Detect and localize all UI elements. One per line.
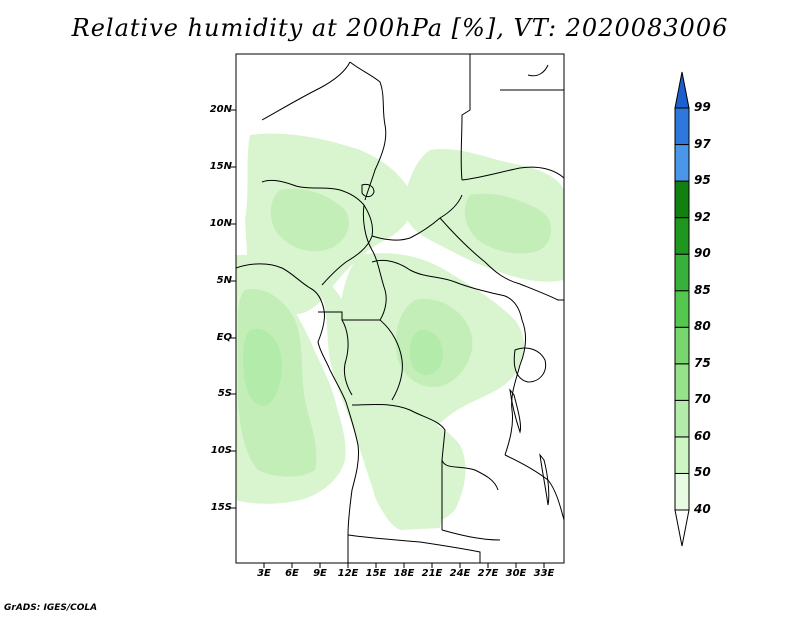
lake-victoria: [513, 347, 547, 383]
border-libya-sudan: [460, 54, 471, 181]
colorbar-segment: [674, 107, 690, 146]
colorbar-level-label: 80: [694, 319, 711, 334]
border-ethiopia: [461, 166, 564, 181]
humidity-region-wet-core-2: [409, 329, 444, 376]
border-car-drc: [371, 259, 523, 321]
lat-label-15n: 15N: [209, 161, 232, 172]
coastline-west: [236, 263, 359, 563]
map-title: Relative humidity at 200hPa [%], VT: 202…: [71, 14, 729, 42]
border-angola-zambia: [441, 460, 501, 541]
lon-label-12e: 12E: [337, 568, 359, 579]
colorbar-segment: [674, 326, 690, 365]
colorbar-level-label: 85: [694, 282, 711, 297]
lon-label-24e: 24E: [449, 568, 471, 579]
humidity-region-moist-north: [270, 188, 349, 252]
colorbar-level-label: 50: [694, 465, 711, 480]
colorbar: [674, 71, 690, 547]
colorbar-segment: [674, 253, 690, 292]
colorbar-level-label: 75: [694, 355, 711, 370]
border-south: [347, 534, 481, 563]
colorbar-segment: [674, 217, 690, 255]
colorbar-segment: [674, 436, 690, 474]
country-borders: [236, 54, 564, 563]
humidity-region-moist-east: [464, 193, 552, 254]
lon-label-9e: 9E: [313, 568, 327, 579]
border-niger-chad: [261, 61, 387, 201]
humidity-region-wet-core: [243, 328, 282, 406]
colorbar-level-label: 40: [694, 502, 711, 516]
colorbar-segment: [674, 399, 690, 438]
border-zambia-malawi: [504, 454, 564, 521]
humidity-region-south: [371, 418, 466, 527]
border-cameroon: [318, 204, 387, 321]
border-congo-gabon: [341, 319, 403, 401]
lon-ticks: [263, 563, 545, 568]
colorbar-segment: [674, 180, 690, 219]
lat-label-20n: 20N: [209, 104, 232, 115]
lon-label-3e: 3E: [257, 568, 271, 579]
colorbar-lower-arrow: [674, 509, 690, 547]
colorbar-level-label: 92: [694, 209, 711, 224]
colorbar-segment: [674, 144, 690, 182]
lon-label-6e: 6E: [285, 568, 299, 579]
humidity-field: [236, 133, 564, 530]
lat-label-15s: 15S: [210, 502, 232, 513]
lat-label-10s: 10S: [210, 445, 232, 456]
lake-tanganyika: [509, 388, 521, 434]
lat-label-eq: EQ: [216, 332, 232, 343]
colorbar-segment: [674, 290, 690, 328]
border-red-sea: [500, 64, 564, 91]
map-frame: [235, 53, 565, 564]
lon-label-15e: 15E: [365, 568, 387, 579]
grads-credit: GrADS: IGES/COLA: [4, 603, 98, 613]
lat-label-5s: 5S: [217, 388, 232, 399]
lon-label-18e: 18E: [393, 568, 415, 579]
border-drc-angola: [351, 403, 499, 491]
colorbar-level-label: 60: [694, 428, 711, 443]
lake-chad: [361, 183, 375, 198]
colorbar-upper-arrow: [674, 71, 690, 109]
lon-label-33e: 33E: [533, 568, 555, 579]
border-chad-car: [371, 194, 521, 285]
lake-malawi: [539, 453, 550, 506]
colorbar-segment: [674, 363, 690, 401]
lon-label-30e: 30E: [505, 568, 527, 579]
colorbar-level-label: 95: [694, 173, 711, 188]
lon-label-27e: 27E: [477, 568, 499, 579]
lat-label-5n: 5N: [216, 275, 232, 286]
border-east-africa: [504, 283, 564, 456]
colorbar-level-label: 90: [694, 246, 711, 261]
colorbar-level-label: 70: [694, 392, 711, 407]
colorbar-level-label: 99: [694, 100, 711, 114]
lon-label-21e: 21E: [421, 568, 443, 579]
colorbar-segment: [674, 472, 690, 511]
colorbar-level-label: 97: [694, 136, 711, 151]
lat-label-10n: 10N: [209, 218, 232, 229]
lat-ticks: [231, 109, 236, 509]
